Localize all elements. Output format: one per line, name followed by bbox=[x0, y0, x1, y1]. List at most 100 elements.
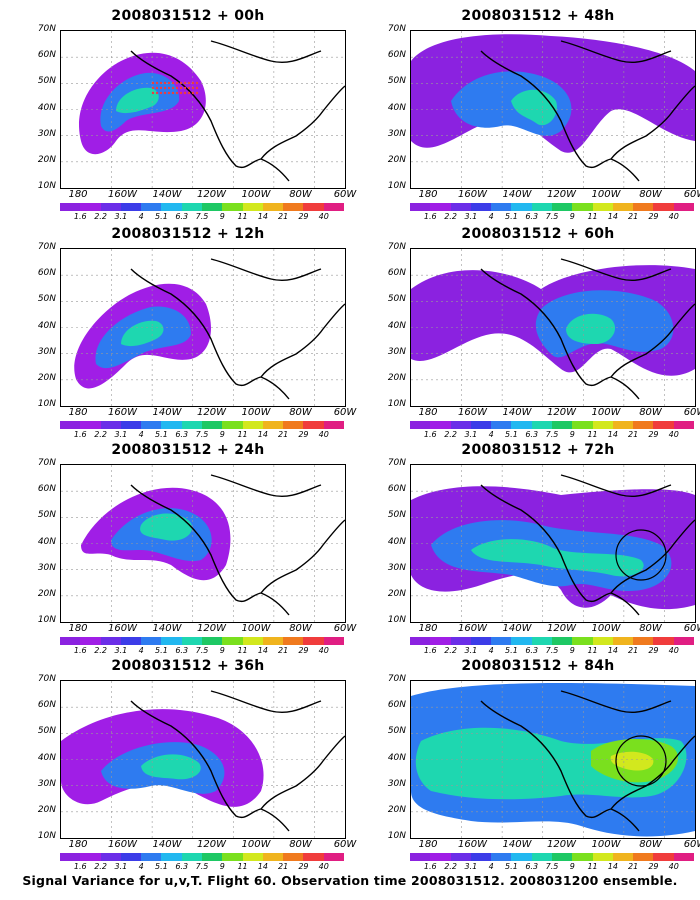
variance-contour bbox=[610, 751, 654, 771]
colorbar-swatch bbox=[592, 421, 613, 429]
colorbar-level-label: 40 bbox=[318, 646, 329, 655]
colorbar-swatch bbox=[572, 637, 593, 645]
colorbar-swatch bbox=[242, 203, 263, 211]
colorbar-level-label: 11 bbox=[587, 430, 598, 439]
colorbar-level-label: 6.3 bbox=[175, 646, 189, 655]
latitude-label: 70N bbox=[37, 458, 56, 468]
colorbar-swatch bbox=[511, 637, 532, 645]
observation-point bbox=[175, 81, 179, 85]
observation-point bbox=[167, 91, 171, 95]
colorbar-level-label: 4 bbox=[138, 430, 144, 439]
observation-point bbox=[175, 91, 179, 95]
longitude-label: 100W bbox=[241, 623, 271, 634]
colorbar-level-label: 21 bbox=[278, 646, 289, 655]
colorbar-swatch bbox=[161, 637, 182, 645]
variance-map bbox=[60, 464, 346, 623]
colorbar-level-label: 21 bbox=[628, 430, 639, 439]
colorbar-level-label: 29 bbox=[648, 430, 659, 439]
longitude-label: 180 bbox=[68, 407, 88, 418]
colorbar-level-label: 3.1 bbox=[114, 862, 128, 871]
observation-point bbox=[195, 86, 199, 90]
panel-title: 2008031512 + 24h bbox=[111, 442, 265, 458]
colorbar-swatch bbox=[470, 637, 492, 645]
latitude-label: 40N bbox=[37, 102, 56, 113]
colorbar-level-label: 7.5 bbox=[545, 212, 559, 221]
colorbar-swatch bbox=[410, 421, 431, 429]
longitude-label: 160W bbox=[108, 407, 137, 418]
colorbar-swatch bbox=[612, 637, 634, 645]
variance-map bbox=[60, 680, 346, 839]
variance-contour bbox=[116, 87, 159, 114]
colorbar-level-label: 7.5 bbox=[195, 646, 209, 655]
colorbar-level-label: 4 bbox=[138, 646, 144, 655]
colorbar-swatch bbox=[80, 637, 101, 645]
panel-title: 2008031512 + 00h bbox=[111, 8, 265, 24]
colorbar-swatch bbox=[60, 853, 81, 861]
variance-contour bbox=[140, 513, 192, 541]
latitude-label: 70N bbox=[387, 674, 406, 684]
colorbar-level-label: 3.1 bbox=[464, 646, 478, 655]
colorbar-swatch bbox=[262, 853, 284, 861]
latitude-label: 60N bbox=[37, 484, 56, 495]
observation-point bbox=[159, 81, 163, 85]
coastline bbox=[130, 690, 345, 832]
observation-point bbox=[155, 86, 159, 90]
colorbar-swatch bbox=[141, 853, 162, 861]
longitude-label: 180 bbox=[68, 623, 88, 634]
colorbar-level-label: 6.3 bbox=[175, 430, 189, 439]
latitude-label: 20N bbox=[387, 372, 406, 383]
latitude-label: 30N bbox=[37, 562, 56, 573]
latitude-label: 20N bbox=[37, 154, 56, 165]
longitude-label: 60W bbox=[333, 407, 357, 418]
longitude-label: 100W bbox=[591, 623, 621, 634]
longitude-label: 140W bbox=[502, 407, 532, 418]
colorbar-swatch bbox=[470, 421, 492, 429]
colorbar-swatch bbox=[491, 853, 512, 861]
colorbar-swatch bbox=[612, 203, 634, 211]
colorbar-swatch bbox=[201, 853, 223, 861]
colorbar-level-label: 2.2 bbox=[94, 646, 107, 655]
colorbar-level-label: 11 bbox=[237, 862, 248, 871]
longitude-label: 80W bbox=[639, 407, 662, 418]
colorbar-swatch bbox=[222, 203, 243, 211]
colorbar-swatch bbox=[673, 203, 694, 211]
latitude-label: 10N bbox=[387, 831, 406, 841]
longitude-label: 180 bbox=[418, 407, 438, 418]
colorbar-level-label: 1.6 bbox=[423, 430, 437, 439]
colorbar-swatch bbox=[283, 853, 304, 861]
colorbar-swatch bbox=[60, 421, 81, 429]
latitude-label: 40N bbox=[387, 752, 406, 763]
colorbar-level-label: 1.6 bbox=[423, 212, 437, 221]
longitude-label: 100W bbox=[241, 189, 271, 200]
observation-point bbox=[183, 91, 187, 95]
longitude-label: 80W bbox=[639, 623, 662, 634]
latitude-label: 40N bbox=[37, 536, 56, 547]
colorbar-swatch bbox=[141, 637, 162, 645]
colorbar-swatch bbox=[181, 853, 202, 861]
observation-point bbox=[171, 81, 175, 85]
longitude-label: 140W bbox=[502, 189, 532, 200]
colorbar-level-label: 3.1 bbox=[114, 430, 128, 439]
colorbar-level-label: 4 bbox=[488, 212, 494, 221]
colorbar-level-label: 21 bbox=[628, 646, 639, 655]
map-panel: 2008031512 + 36h 70N 60N 50N 40N 30N 20N 10N 180… bbox=[28, 650, 357, 871]
colorbar-swatch bbox=[242, 853, 263, 861]
colorbar-swatch bbox=[323, 421, 344, 429]
coastline bbox=[480, 258, 695, 400]
observation-point bbox=[155, 91, 159, 95]
colorbar-swatch bbox=[120, 203, 142, 211]
latitude-label: 10N bbox=[37, 399, 56, 409]
observation-point bbox=[163, 91, 167, 95]
colorbar-level-label: 21 bbox=[278, 212, 289, 221]
observation-point bbox=[187, 86, 191, 90]
longitude-label: 120W bbox=[547, 839, 576, 850]
latitude-label: 30N bbox=[387, 778, 406, 789]
variance-contour bbox=[121, 320, 164, 347]
colorbar-swatch bbox=[673, 637, 694, 645]
colorbar-level-label: 14 bbox=[257, 430, 268, 439]
colorbar-swatch bbox=[60, 637, 81, 645]
latitude-label: 30N bbox=[387, 562, 406, 573]
panel-title: 2008031512 + 84h bbox=[461, 658, 615, 674]
observation-point bbox=[191, 86, 195, 90]
colorbar-swatch bbox=[511, 853, 532, 861]
